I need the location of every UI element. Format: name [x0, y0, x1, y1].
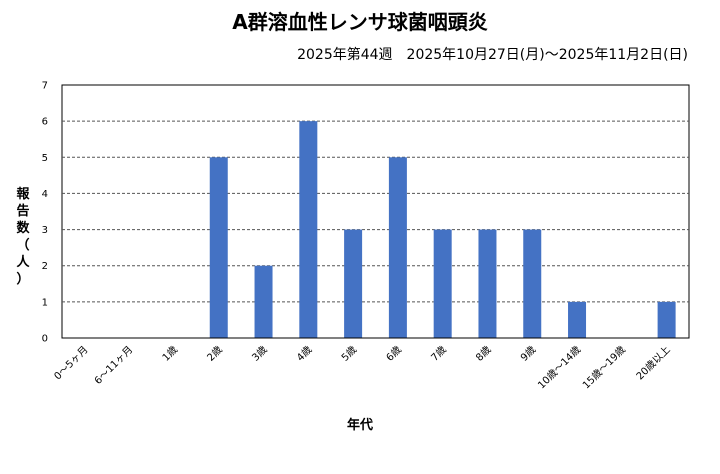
bar — [433, 229, 452, 338]
x-tick-label: 7歳 — [429, 344, 449, 364]
x-tick-label: 3歳 — [250, 344, 270, 364]
y-tick-label: 1 — [42, 297, 48, 308]
x-tick-label: 8歳 — [474, 344, 494, 364]
x-tick-label: 6～11ヶ月 — [92, 344, 135, 387]
bar — [209, 157, 228, 338]
y-axis-label-char: 告 — [16, 204, 30, 219]
x-tick-label: 5歳 — [339, 344, 359, 364]
x-tick-label: 6歳 — [384, 344, 404, 364]
bar — [523, 229, 542, 338]
x-tick-label: 10歳～14歳 — [535, 344, 583, 392]
bar — [657, 301, 676, 338]
y-axis-label-char: （ — [16, 238, 30, 253]
y-tick-label: 3 — [42, 225, 48, 236]
plot-area — [61, 84, 690, 339]
y-tick-label: 5 — [42, 153, 48, 164]
x-tick-label: 1歳 — [160, 344, 180, 364]
y-axis-label-char: 報 — [16, 187, 30, 202]
y-tick-label: 6 — [42, 117, 48, 128]
x-tick-label: 2歳 — [205, 344, 225, 364]
y-axis-label-char: ） — [16, 272, 30, 287]
bar — [388, 157, 407, 338]
bar — [344, 229, 363, 338]
x-tick-label: 9歳 — [518, 344, 538, 364]
y-tick-label: 7 — [42, 81, 48, 92]
y-axis-label-char: 数 — [16, 221, 30, 236]
chart-title: A群溶血性レンサ球菌咽頭炎 — [232, 10, 488, 34]
y-axis-label: 報 告 数 （ 人 ） — [14, 186, 32, 288]
x-tick-label: 4歳 — [294, 344, 314, 364]
bar — [254, 265, 273, 338]
y-tick-label: 2 — [42, 261, 48, 272]
y-axis-label-char: 人 — [16, 255, 30, 270]
x-tick-label: 20歳以上 — [634, 344, 673, 383]
bar — [478, 229, 497, 338]
chart-subtitle: 2025年第44週 2025年10月27日(月)～2025年11月2日(日) — [297, 47, 688, 63]
x-tick-label: 15歳～19歳 — [580, 344, 628, 392]
bar — [568, 301, 587, 338]
y-tick-label: 0 — [42, 334, 48, 345]
x-axis-label: 年代 — [346, 418, 373, 433]
bar — [299, 121, 318, 339]
x-tick-label: 0～5ヶ月 — [52, 344, 91, 383]
y-tick-label: 4 — [42, 189, 48, 200]
